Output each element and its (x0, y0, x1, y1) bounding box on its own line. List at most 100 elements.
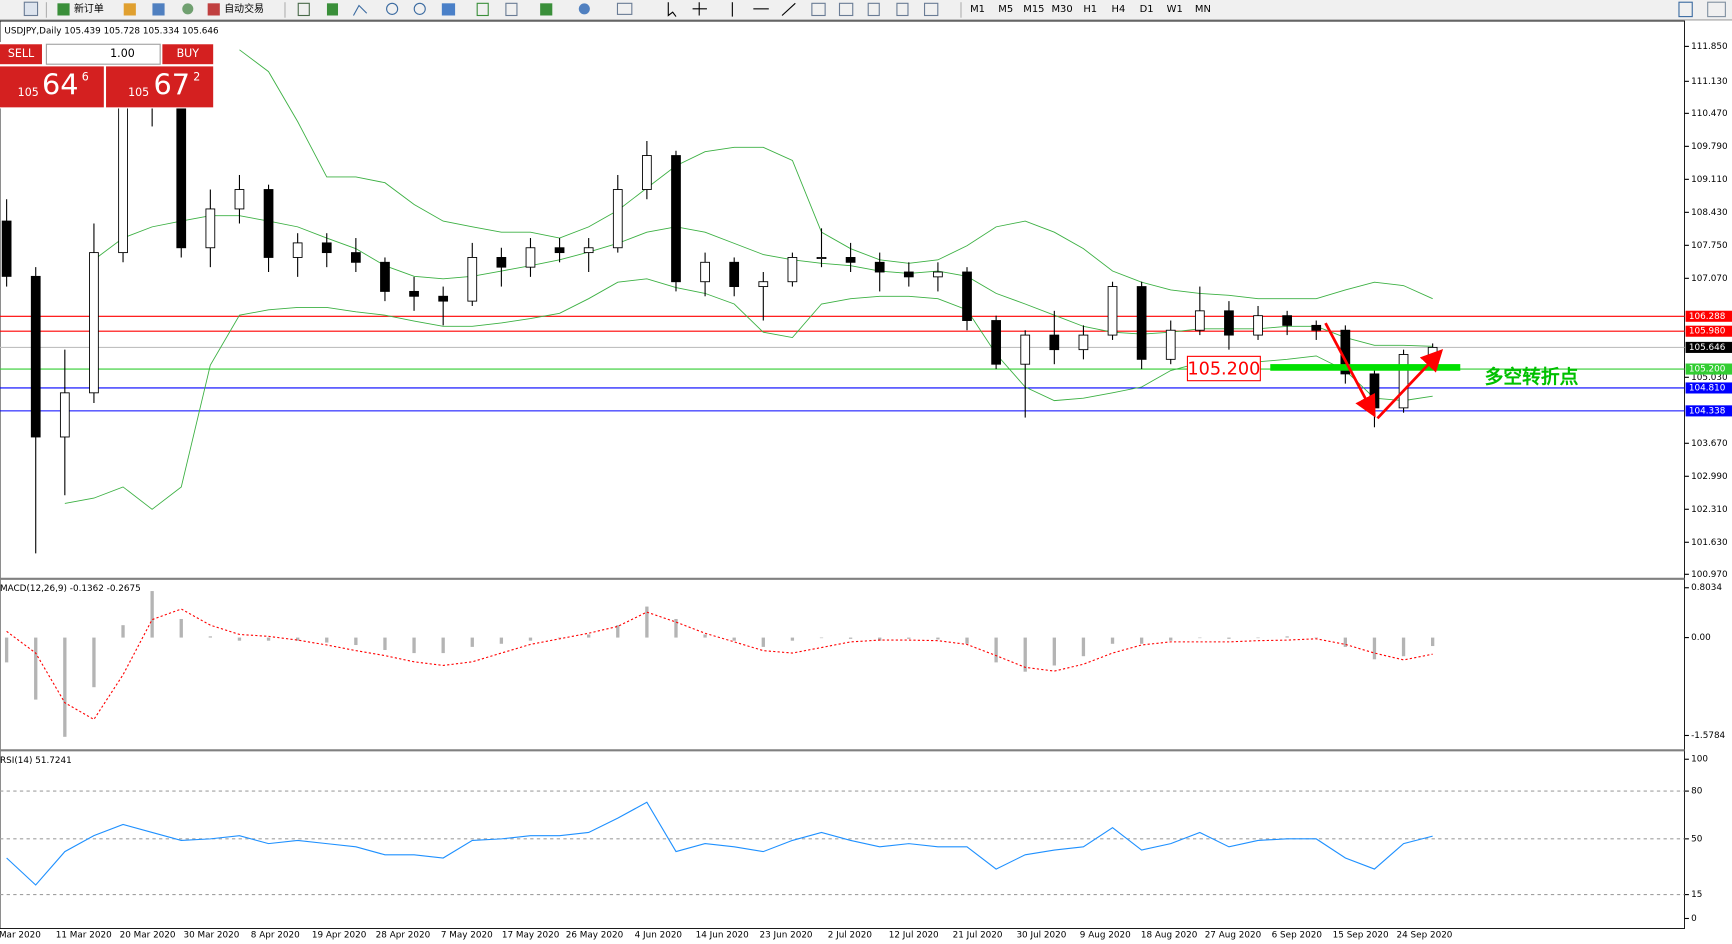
icon[interactable] (152, 3, 165, 16)
tool[interactable] (326, 3, 339, 16)
price-label: 104.338 (1689, 406, 1726, 416)
arrows[interactable] (923, 2, 939, 17)
tool[interactable] (352, 4, 368, 16)
auto-trading-icon[interactable] (207, 3, 220, 16)
timeframe-button[interactable]: M5 (998, 4, 1013, 15)
y-tick-label: 102.310 (1691, 505, 1728, 515)
tile[interactable] (441, 3, 456, 16)
candle-body (496, 257, 507, 268)
chat[interactable] (1707, 1, 1726, 18)
price-label: 106.288 (1689, 312, 1726, 322)
search[interactable] (1678, 1, 1693, 18)
macd-header: MACD(12,26,9) -0.1362 -0.2675 (0, 584, 141, 594)
buy-button[interactable] (162, 44, 214, 65)
x-tick-label: 6 Sep 2020 (1272, 931, 1323, 941)
ask-pips[interactable]: 67 (154, 67, 191, 101)
tool[interactable] (297, 2, 310, 17)
macd-bar (936, 637, 940, 640)
rsi-line (6, 801, 1433, 886)
x-tick-label: Mar 2020 (0, 931, 41, 941)
price-label: 105.200 (1689, 365, 1726, 375)
ask-big-figure[interactable]: 105 (128, 86, 149, 99)
periods[interactable] (578, 3, 590, 15)
macd-bar (325, 637, 329, 643)
one-click-trading: SELL 1.00 BUY 105 64 6 105 67 2 (0, 42, 215, 109)
x-tick-label: 18 Aug 2020 (1141, 931, 1198, 941)
timeframe-button[interactable]: H4 (1112, 4, 1126, 15)
price-annotation-box (1186, 355, 1261, 382)
templates[interactable] (616, 2, 633, 15)
candle-body (1282, 315, 1293, 326)
macd-bar (150, 591, 154, 638)
arrow-up (1376, 349, 1444, 420)
candle-body (409, 290, 419, 297)
y-tick-label: 0 (1691, 914, 1697, 924)
buy-label[interactable]: BUY (177, 47, 200, 60)
macd-bar (4, 637, 9, 663)
new-order-button[interactable]: 新订单 (74, 2, 104, 15)
trendline[interactable] (781, 2, 796, 16)
timeframe-button[interactable]: M15 (1023, 4, 1044, 15)
ask-box[interactable] (106, 66, 214, 108)
timeframe-button[interactable]: H1 (1083, 4, 1097, 15)
x-tick-label: 19 Apr 2020 (312, 931, 367, 941)
label-tool[interactable] (896, 2, 909, 17)
new-order-icon[interactable] (57, 3, 70, 16)
x-tick-label: 24 Sep 2020 (1397, 931, 1453, 941)
timeframe-button[interactable]: MN (1195, 4, 1211, 15)
zoom-in[interactable] (386, 2, 399, 15)
bid-big-figure[interactable]: 105 (18, 86, 39, 99)
channel[interactable] (811, 2, 826, 17)
sell-label[interactable]: SELL (8, 47, 35, 60)
macd-bar (470, 637, 474, 647)
candle-body (758, 281, 769, 288)
timeframe-button[interactable]: M1 (970, 4, 985, 15)
macd-bar (587, 634, 591, 638)
candle-body (1253, 315, 1263, 336)
icon[interactable] (123, 3, 136, 16)
y-tick-label: 50 (1691, 834, 1703, 844)
text-tool[interactable] (867, 2, 880, 17)
y-tick-label: 80 (1691, 787, 1703, 797)
y-tick-label: 101.630 (1691, 538, 1728, 548)
candle-body (380, 261, 390, 292)
timeframe-button[interactable]: D1 (1140, 4, 1154, 15)
toolbar-bg (0, 0, 1732, 20)
x-tick-label: 11 Mar 2020 (56, 931, 112, 941)
indicators[interactable] (540, 3, 553, 16)
candle-body (1224, 310, 1234, 336)
auto-trading-button[interactable]: 自动交易 (224, 2, 264, 15)
lot-value[interactable]: 1.00 (110, 47, 135, 60)
bid-pips[interactable]: 64 (42, 67, 79, 101)
plot-area: 111.850 111.130 110.470 109.790 109.110 108.4… (0, 42, 1732, 924)
candle-body (30, 275, 41, 438)
fibo[interactable] (838, 2, 854, 17)
crosshair[interactable] (692, 2, 707, 16)
tool[interactable] (476, 2, 489, 17)
lot-input[interactable] (45, 43, 161, 65)
macd-bar (92, 637, 96, 688)
tool[interactable] (505, 2, 518, 17)
zoom-out[interactable] (413, 2, 426, 15)
ask-fraction[interactable]: 2 (193, 70, 200, 83)
macd-panel: 0.8034 0.00 -1.5784 (4, 583, 1726, 741)
bid-box[interactable] (0, 66, 104, 108)
macd-bar (848, 637, 853, 639)
y-tick-label: 111.850 (1691, 42, 1728, 52)
icon[interactable] (23, 1, 39, 17)
turning-point-note: 多空转折点 (1485, 365, 1579, 388)
sell-button[interactable] (0, 44, 42, 65)
timeframe-button[interactable]: W1 (1167, 4, 1183, 15)
candle-body (845, 257, 856, 263)
macd-bar (1081, 637, 1086, 657)
candle-body (583, 247, 594, 254)
bid-fraction[interactable]: 6 (82, 70, 89, 83)
macd-bar (557, 637, 562, 639)
y-tick-label: 0.8034 (1691, 583, 1722, 593)
cursor[interactable] (667, 2, 677, 17)
x-tick-label: 4 Jun 2020 (635, 931, 683, 941)
icon[interactable] (182, 3, 194, 15)
timeframe-button[interactable]: M30 (1051, 4, 1072, 15)
bollinger-band (93, 215, 1433, 347)
